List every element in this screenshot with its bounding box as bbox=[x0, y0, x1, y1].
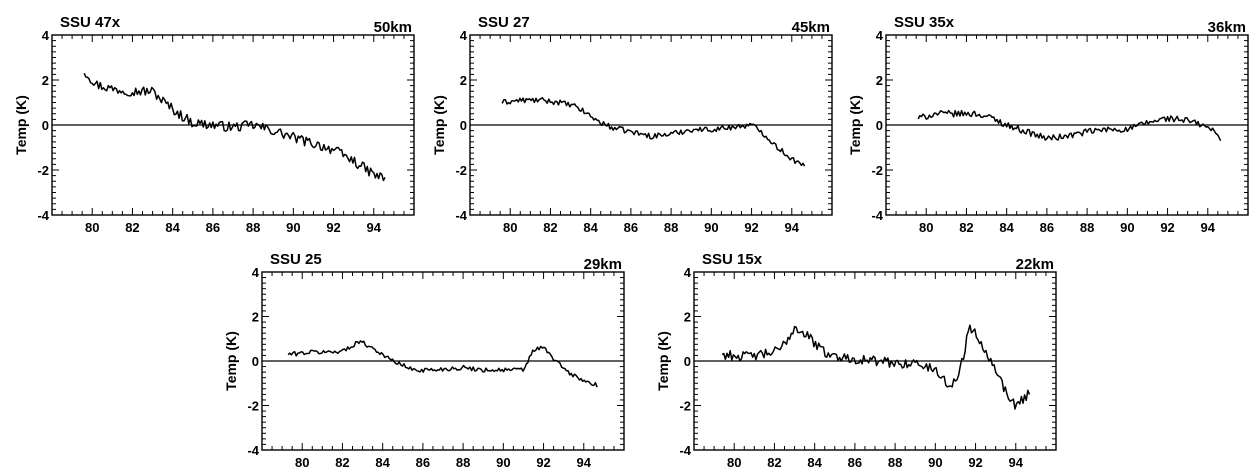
x-tick-label: 80 bbox=[503, 220, 517, 235]
x-tick-label: 88 bbox=[246, 220, 260, 235]
y-tick-label: 0 bbox=[252, 354, 259, 369]
y-tick-label: -2 bbox=[871, 163, 883, 178]
altitude-label: 29km bbox=[584, 256, 622, 273]
x-tick-label: 88 bbox=[888, 455, 902, 470]
y-tick-label: 4 bbox=[460, 28, 468, 43]
series-line bbox=[83, 72, 386, 182]
panel-title: SSU 27 bbox=[478, 14, 530, 31]
x-tick-label: 90 bbox=[928, 455, 942, 470]
x-tick-label: 94 bbox=[1009, 455, 1024, 470]
x-tick-label: 86 bbox=[1040, 220, 1054, 235]
y-tick-label: 2 bbox=[684, 310, 691, 325]
x-tick-label: 94 bbox=[577, 455, 592, 470]
chart-panel-4: 80 82 84 86 88 90 92 94 -4 -2 0 2 4 Temp (K) SSU 25 29k… bbox=[223, 251, 625, 470]
chart-panel-2: 80 82 84 86 88 90 92 94 -4 -2 0 2 4 Temp (K) SSU 27 45k… bbox=[431, 14, 833, 235]
y-tick-label: -2 bbox=[455, 163, 467, 178]
x-tick-label: 88 bbox=[664, 220, 678, 235]
y-tick-label: 0 bbox=[876, 118, 883, 133]
x-tick-label: 84 bbox=[165, 220, 180, 235]
series-line bbox=[917, 109, 1222, 142]
chart-panel-5: 80 82 84 86 88 90 92 94 -4 -2 0 2 4 Temp (K) SSU 15x 22… bbox=[655, 251, 1057, 470]
x-tick-label: 90 bbox=[496, 455, 510, 470]
y-axis-label: Temp (K) bbox=[13, 95, 29, 155]
y-axis-label: Temp (K) bbox=[655, 331, 671, 391]
x-tick-label: 80 bbox=[727, 455, 741, 470]
x-tick-label: 82 bbox=[335, 455, 349, 470]
series-line bbox=[287, 340, 598, 388]
x-tick-label: 82 bbox=[959, 220, 973, 235]
x-tick-label: 92 bbox=[1160, 220, 1174, 235]
x-tick-label: 94 bbox=[785, 220, 800, 235]
altitude-label: 36km bbox=[1208, 19, 1246, 36]
chart-panel-3: 80 82 84 86 88 90 92 94 -4 -2 0 2 4 Temp (K) SSU 35x 36… bbox=[847, 14, 1249, 235]
x-tick-label: 84 bbox=[583, 220, 598, 235]
y-tick-label: -4 bbox=[871, 208, 883, 223]
y-tick-label: 0 bbox=[684, 354, 691, 369]
y-axis-label: Temp (K) bbox=[847, 95, 863, 155]
x-tick-label: 90 bbox=[286, 220, 300, 235]
x-tick-label: 88 bbox=[456, 455, 470, 470]
y-tick-label: -2 bbox=[37, 163, 49, 178]
y-tick-label: 4 bbox=[684, 265, 692, 280]
x-tick-label: 84 bbox=[807, 455, 822, 470]
x-tick-label: 80 bbox=[295, 455, 309, 470]
x-tick-label: 82 bbox=[767, 455, 781, 470]
y-tick-label: 0 bbox=[460, 118, 467, 133]
x-tick-label: 94 bbox=[367, 220, 382, 235]
panel-title: SSU 15x bbox=[702, 251, 763, 268]
x-tick-label: 86 bbox=[848, 455, 862, 470]
y-axis-label: Temp (K) bbox=[223, 331, 239, 391]
y-tick-label: 2 bbox=[876, 73, 883, 88]
y-tick-label: 0 bbox=[42, 118, 49, 133]
chart-panel-1: 80 82 84 86 88 90 92 94 -4 -2 0 2 4 Temp (K) SSU 47x 50… bbox=[13, 14, 415, 235]
x-tick-label: 94 bbox=[1201, 220, 1216, 235]
panel-title: SSU 35x bbox=[894, 14, 955, 31]
y-tick-label: -4 bbox=[679, 443, 691, 458]
altitude-label: 22km bbox=[1016, 256, 1054, 273]
y-tick-label: 4 bbox=[42, 28, 50, 43]
x-tick-label: 84 bbox=[375, 455, 390, 470]
x-tick-label: 92 bbox=[536, 455, 550, 470]
x-tick-label: 82 bbox=[125, 220, 139, 235]
x-tick-label: 80 bbox=[919, 220, 933, 235]
x-tick-label: 84 bbox=[999, 220, 1014, 235]
x-tick-label: 88 bbox=[1080, 220, 1094, 235]
y-tick-label: -2 bbox=[247, 399, 259, 414]
x-tick-label: 90 bbox=[1120, 220, 1134, 235]
y-tick-label: 2 bbox=[460, 73, 467, 88]
y-tick-label: 4 bbox=[252, 265, 260, 280]
y-tick-label: 2 bbox=[42, 73, 49, 88]
x-tick-label: 92 bbox=[968, 455, 982, 470]
y-tick-label: 2 bbox=[252, 310, 259, 325]
y-tick-label: -4 bbox=[247, 443, 259, 458]
x-tick-label: 86 bbox=[416, 455, 430, 470]
x-tick-label: 90 bbox=[704, 220, 718, 235]
panel-title: SSU 25 bbox=[270, 251, 322, 268]
altitude-label: 50km bbox=[374, 19, 412, 36]
panel-title: SSU 47x bbox=[60, 14, 121, 31]
x-tick-label: 92 bbox=[326, 220, 340, 235]
x-tick-label: 86 bbox=[206, 220, 220, 235]
series-line bbox=[721, 324, 1031, 410]
x-tick-label: 86 bbox=[624, 220, 638, 235]
y-tick-label: -4 bbox=[455, 208, 467, 223]
x-tick-label: 82 bbox=[543, 220, 557, 235]
x-tick-label: 92 bbox=[744, 220, 758, 235]
altitude-label: 45km bbox=[792, 19, 830, 36]
y-tick-label: 4 bbox=[876, 28, 884, 43]
series-line bbox=[501, 97, 806, 167]
y-axis-label: Temp (K) bbox=[431, 95, 447, 155]
y-tick-label: -4 bbox=[37, 208, 49, 223]
y-tick-label: -2 bbox=[679, 399, 691, 414]
x-tick-label: 80 bbox=[85, 220, 99, 235]
